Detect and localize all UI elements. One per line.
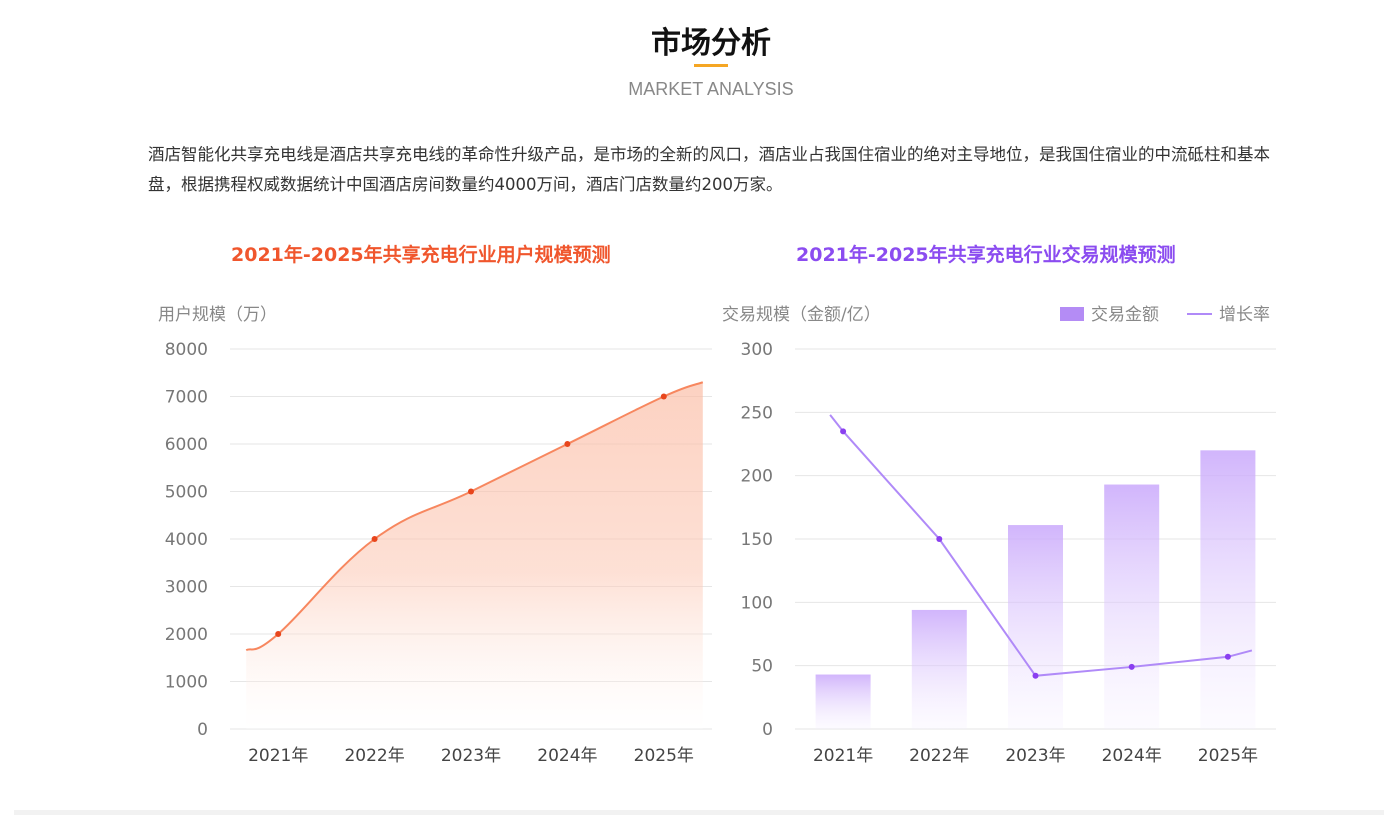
y-axis-label: 交易规模（金额/亿） (722, 305, 881, 325)
y-tick-label: 2000 (165, 625, 208, 645)
title-underline (694, 64, 728, 67)
y-tick-label: 1000 (165, 673, 208, 693)
y-tick-label: 3000 (165, 578, 208, 598)
data-point (275, 631, 282, 637)
y-tick-label: 6000 (165, 435, 208, 455)
trade-chart-title: 2021年-2025年共享充电行业交易规模预测 (796, 244, 1176, 266)
x-tick-label: 2023年 (441, 746, 501, 766)
intro-paragraph: 酒店智能化共享充电线是酒店共享充电线的革命性升级产品，是市场的全新的风口，酒店业… (148, 145, 1270, 194)
y-tick-label: 200 (741, 467, 773, 487)
y-tick-label: 100 (741, 593, 773, 613)
y-tick-label: 300 (741, 340, 773, 360)
x-tick-label: 2023年 (1005, 746, 1065, 766)
line-point (936, 536, 943, 542)
user-chart-title: 2021年-2025年共享充电行业用户规模预测 (231, 244, 611, 266)
line-point (1224, 653, 1231, 660)
x-tick-label: 2024年 (537, 746, 597, 766)
x-tick-label: 2025年 (634, 746, 694, 766)
y-axis-label: 用户规模（万） (158, 305, 277, 325)
y-tick-label: 150 (741, 530, 773, 550)
legend-line-label: 增长率 (1219, 305, 1270, 325)
area-fill (246, 382, 703, 729)
x-tick-label: 2022年 (909, 746, 969, 766)
x-tick-label: 2022年 (344, 746, 404, 766)
x-tick-label: 2021年 (813, 746, 873, 766)
y-tick-label: 0 (762, 720, 773, 740)
page-subtitle: MARKET ANALYSIS (628, 79, 794, 99)
bar (1008, 525, 1063, 729)
bar (1104, 484, 1160, 729)
y-tick-label: 4000 (165, 530, 208, 550)
footer-divider (14, 810, 1384, 815)
x-tick-label: 2024年 (1102, 746, 1162, 766)
y-tick-label: 8000 (165, 340, 208, 360)
data-point (371, 536, 378, 542)
y-tick-label: 5000 (165, 483, 208, 503)
data-point (468, 488, 474, 495)
x-tick-label: 2025年 (1198, 746, 1258, 766)
x-tick-label: 2021年 (248, 746, 308, 766)
legend-bar-label: 交易金额 (1091, 305, 1159, 325)
y-tick-label: 50 (751, 657, 773, 677)
data-point (660, 393, 667, 400)
page-title: 市场分析 (651, 26, 771, 61)
legend-bar-swatch (1060, 307, 1084, 321)
data-point (564, 441, 571, 447)
bar (815, 674, 871, 729)
bar (1200, 450, 1256, 729)
y-tick-label: 0 (197, 720, 208, 740)
line-point (1032, 672, 1039, 679)
line-point (1128, 663, 1135, 670)
line-point (840, 428, 847, 435)
bar (911, 609, 967, 729)
y-tick-label: 250 (741, 403, 773, 423)
y-tick-label: 7000 (165, 388, 208, 408)
